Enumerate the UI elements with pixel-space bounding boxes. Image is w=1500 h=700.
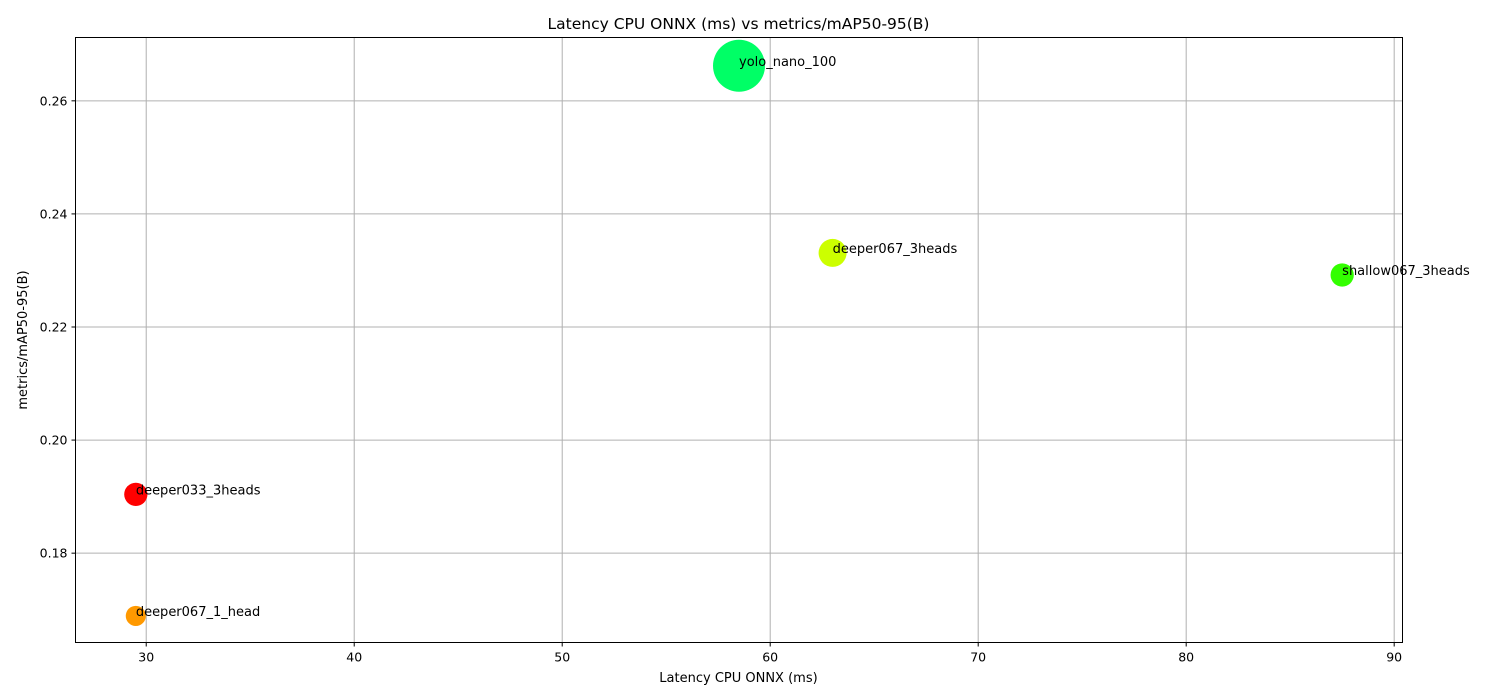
grid-lines [75,37,1403,643]
point-labels: yolo_nano_100 deeper067_3heads shallow067_… [136,55,1470,620]
data-point [818,238,847,267]
point-label: deeper033_3heads [136,483,261,498]
x-tick-label: 60 [762,650,778,665]
x-tick-label: 70 [970,650,986,665]
x-axis-ticks: 30 40 50 60 70 80 90 [138,642,1402,665]
chart-title: Latency CPU ONNX (ms) vs metrics/mAP50-9… [548,15,930,33]
point-label: shallow067_3heads [1342,264,1470,279]
data-points [124,39,1354,626]
y-tick-label: 0.20 [40,433,68,448]
x-tick-label: 90 [1386,650,1402,665]
x-tick-label: 30 [138,650,154,665]
data-point [124,482,148,506]
y-axis-ticks: 0.18 0.20 0.22 0.24 0.26 [40,93,76,561]
x-tick-label: 50 [554,650,570,665]
y-tick-label: 0.18 [40,546,68,561]
point-label: deeper067_1_head [136,605,260,620]
y-tick-label: 0.22 [40,319,68,334]
y-tick-label: 0.24 [40,206,68,221]
point-label: yolo_nano_100 [739,55,836,70]
x-tick-label: 40 [346,650,362,665]
data-point [1330,263,1354,287]
data-point [713,39,765,92]
data-point [125,605,146,626]
x-tick-label: 80 [1178,650,1194,665]
x-axis-label: Latency CPU ONNX (ms) [659,671,817,686]
y-axis-label: metrics/mAP50-95(B) [16,270,31,409]
plot-frame [75,37,1403,643]
y-tick-label: 0.26 [40,93,68,108]
point-label: deeper067_3heads [833,242,958,257]
